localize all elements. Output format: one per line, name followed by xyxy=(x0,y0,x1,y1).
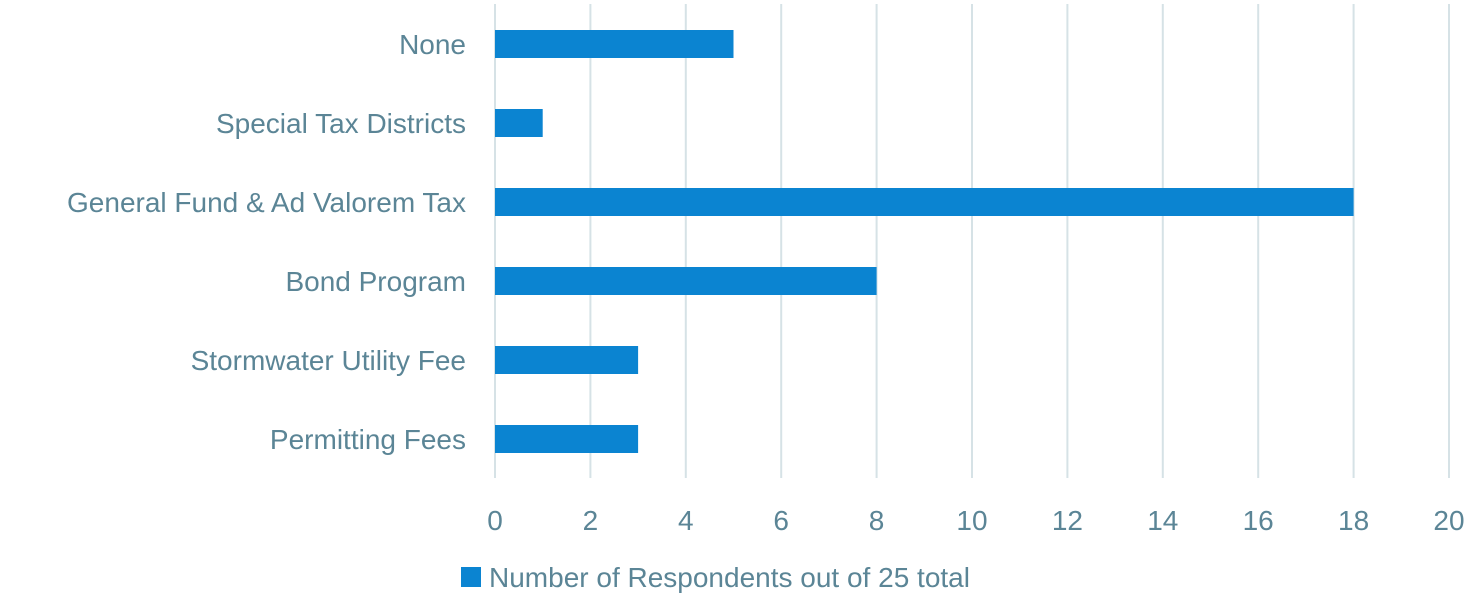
category-label-4: Stormwater Utility Fee xyxy=(191,345,466,376)
category-label-3: Bond Program xyxy=(285,266,466,297)
x-tick-label-18: 18 xyxy=(1338,505,1369,536)
legend-swatch xyxy=(461,567,481,587)
x-tick-label-14: 14 xyxy=(1147,505,1178,536)
x-tick-label-2: 2 xyxy=(583,505,599,536)
category-label-1: Special Tax Districts xyxy=(216,108,466,139)
bar-2 xyxy=(495,188,1354,216)
legend-label: Number of Respondents out of 25 total xyxy=(489,562,970,593)
x-tick-label-12: 12 xyxy=(1052,505,1083,536)
category-label-0: None xyxy=(399,29,466,60)
x-tick-label-6: 6 xyxy=(773,505,789,536)
bar-3 xyxy=(495,267,877,295)
bar-5 xyxy=(495,425,639,453)
x-tick-label-20: 20 xyxy=(1433,505,1464,536)
category-label-5: Permitting Fees xyxy=(270,424,466,455)
x-tick-label-16: 16 xyxy=(1243,505,1274,536)
x-tick-label-8: 8 xyxy=(869,505,885,536)
bars xyxy=(495,30,1354,453)
legend: Number of Respondents out of 25 total xyxy=(461,562,970,593)
bar-0 xyxy=(495,30,734,58)
bar-4 xyxy=(495,346,639,374)
bar-1 xyxy=(495,109,543,137)
x-tick-label-0: 0 xyxy=(487,505,503,536)
x-tick-label-10: 10 xyxy=(956,505,987,536)
category-label-2: General Fund & Ad Valorem Tax xyxy=(67,187,466,218)
x-tick-label-4: 4 xyxy=(678,505,694,536)
x-axis-ticks: 0 2 4 6 8 10 12 14 16 18 20 xyxy=(487,505,1464,536)
gridlines xyxy=(494,4,1450,478)
category-labels: None Special Tax Districts General Fund & … xyxy=(67,29,466,455)
